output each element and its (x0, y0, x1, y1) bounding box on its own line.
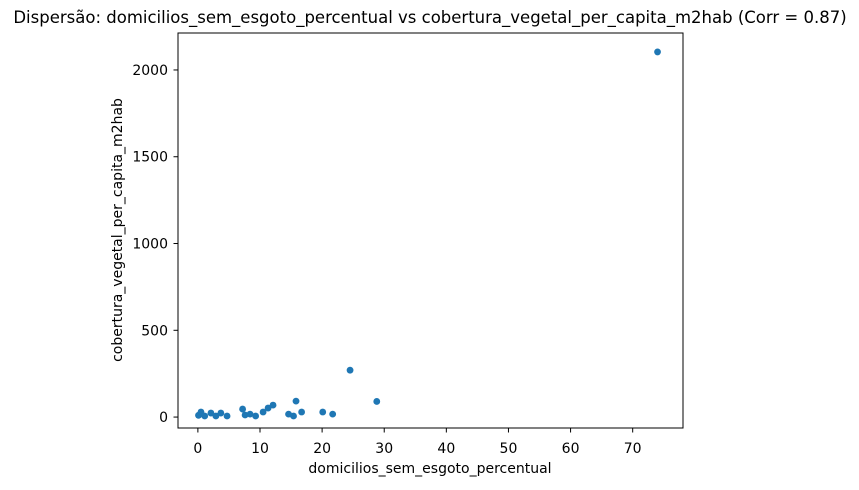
y-tick-label: 500 (141, 323, 168, 339)
data-point (239, 405, 247, 413)
x-tick-label: 20 (313, 441, 331, 457)
chart-title: Dispersão: domicilios_sem_esgoto_percent… (13, 8, 846, 28)
data-point (259, 408, 267, 416)
data-point (212, 412, 220, 420)
data-point (252, 412, 260, 420)
data-point (269, 401, 277, 409)
data-point (373, 398, 381, 405)
data-point (207, 409, 215, 417)
y-tick-label: 1000 (132, 237, 168, 253)
data-point (290, 412, 297, 420)
data-point (346, 366, 354, 374)
x-tick-label: 30 (375, 441, 393, 457)
data-point (298, 408, 306, 416)
plot-area-border (177, 32, 684, 429)
x-tick-label: 60 (562, 441, 580, 457)
data-point (654, 48, 661, 56)
data-point (264, 404, 272, 412)
data-point (217, 409, 225, 417)
y-tick-label: 0 (159, 410, 168, 426)
y-tick-label: 2000 (132, 63, 168, 79)
x-tick-label: 40 (437, 441, 455, 457)
x-axis-label: domicilios_sem_esgoto_percentual (308, 461, 551, 477)
x-tick-label: 10 (251, 441, 269, 457)
data-point (223, 412, 231, 420)
data-point (292, 397, 300, 405)
x-tick-label: 50 (500, 441, 518, 457)
y-axis-ticks: 0 500 1000 1500 2000 (132, 63, 178, 426)
x-tick-label: 70 (624, 441, 642, 457)
y-axis-label: cobertura_vegetal_per_capita_m2hab (110, 98, 126, 362)
y-tick-label: 1500 (132, 150, 168, 166)
data-point (319, 408, 327, 416)
data-point (329, 410, 337, 418)
x-axis-ticks: 0 10 20 30 40 50 60 70 (193, 428, 642, 457)
data-point (201, 412, 209, 420)
x-tick-label: 0 (193, 441, 202, 457)
scatter-points (195, 48, 661, 420)
data-point (246, 410, 254, 418)
